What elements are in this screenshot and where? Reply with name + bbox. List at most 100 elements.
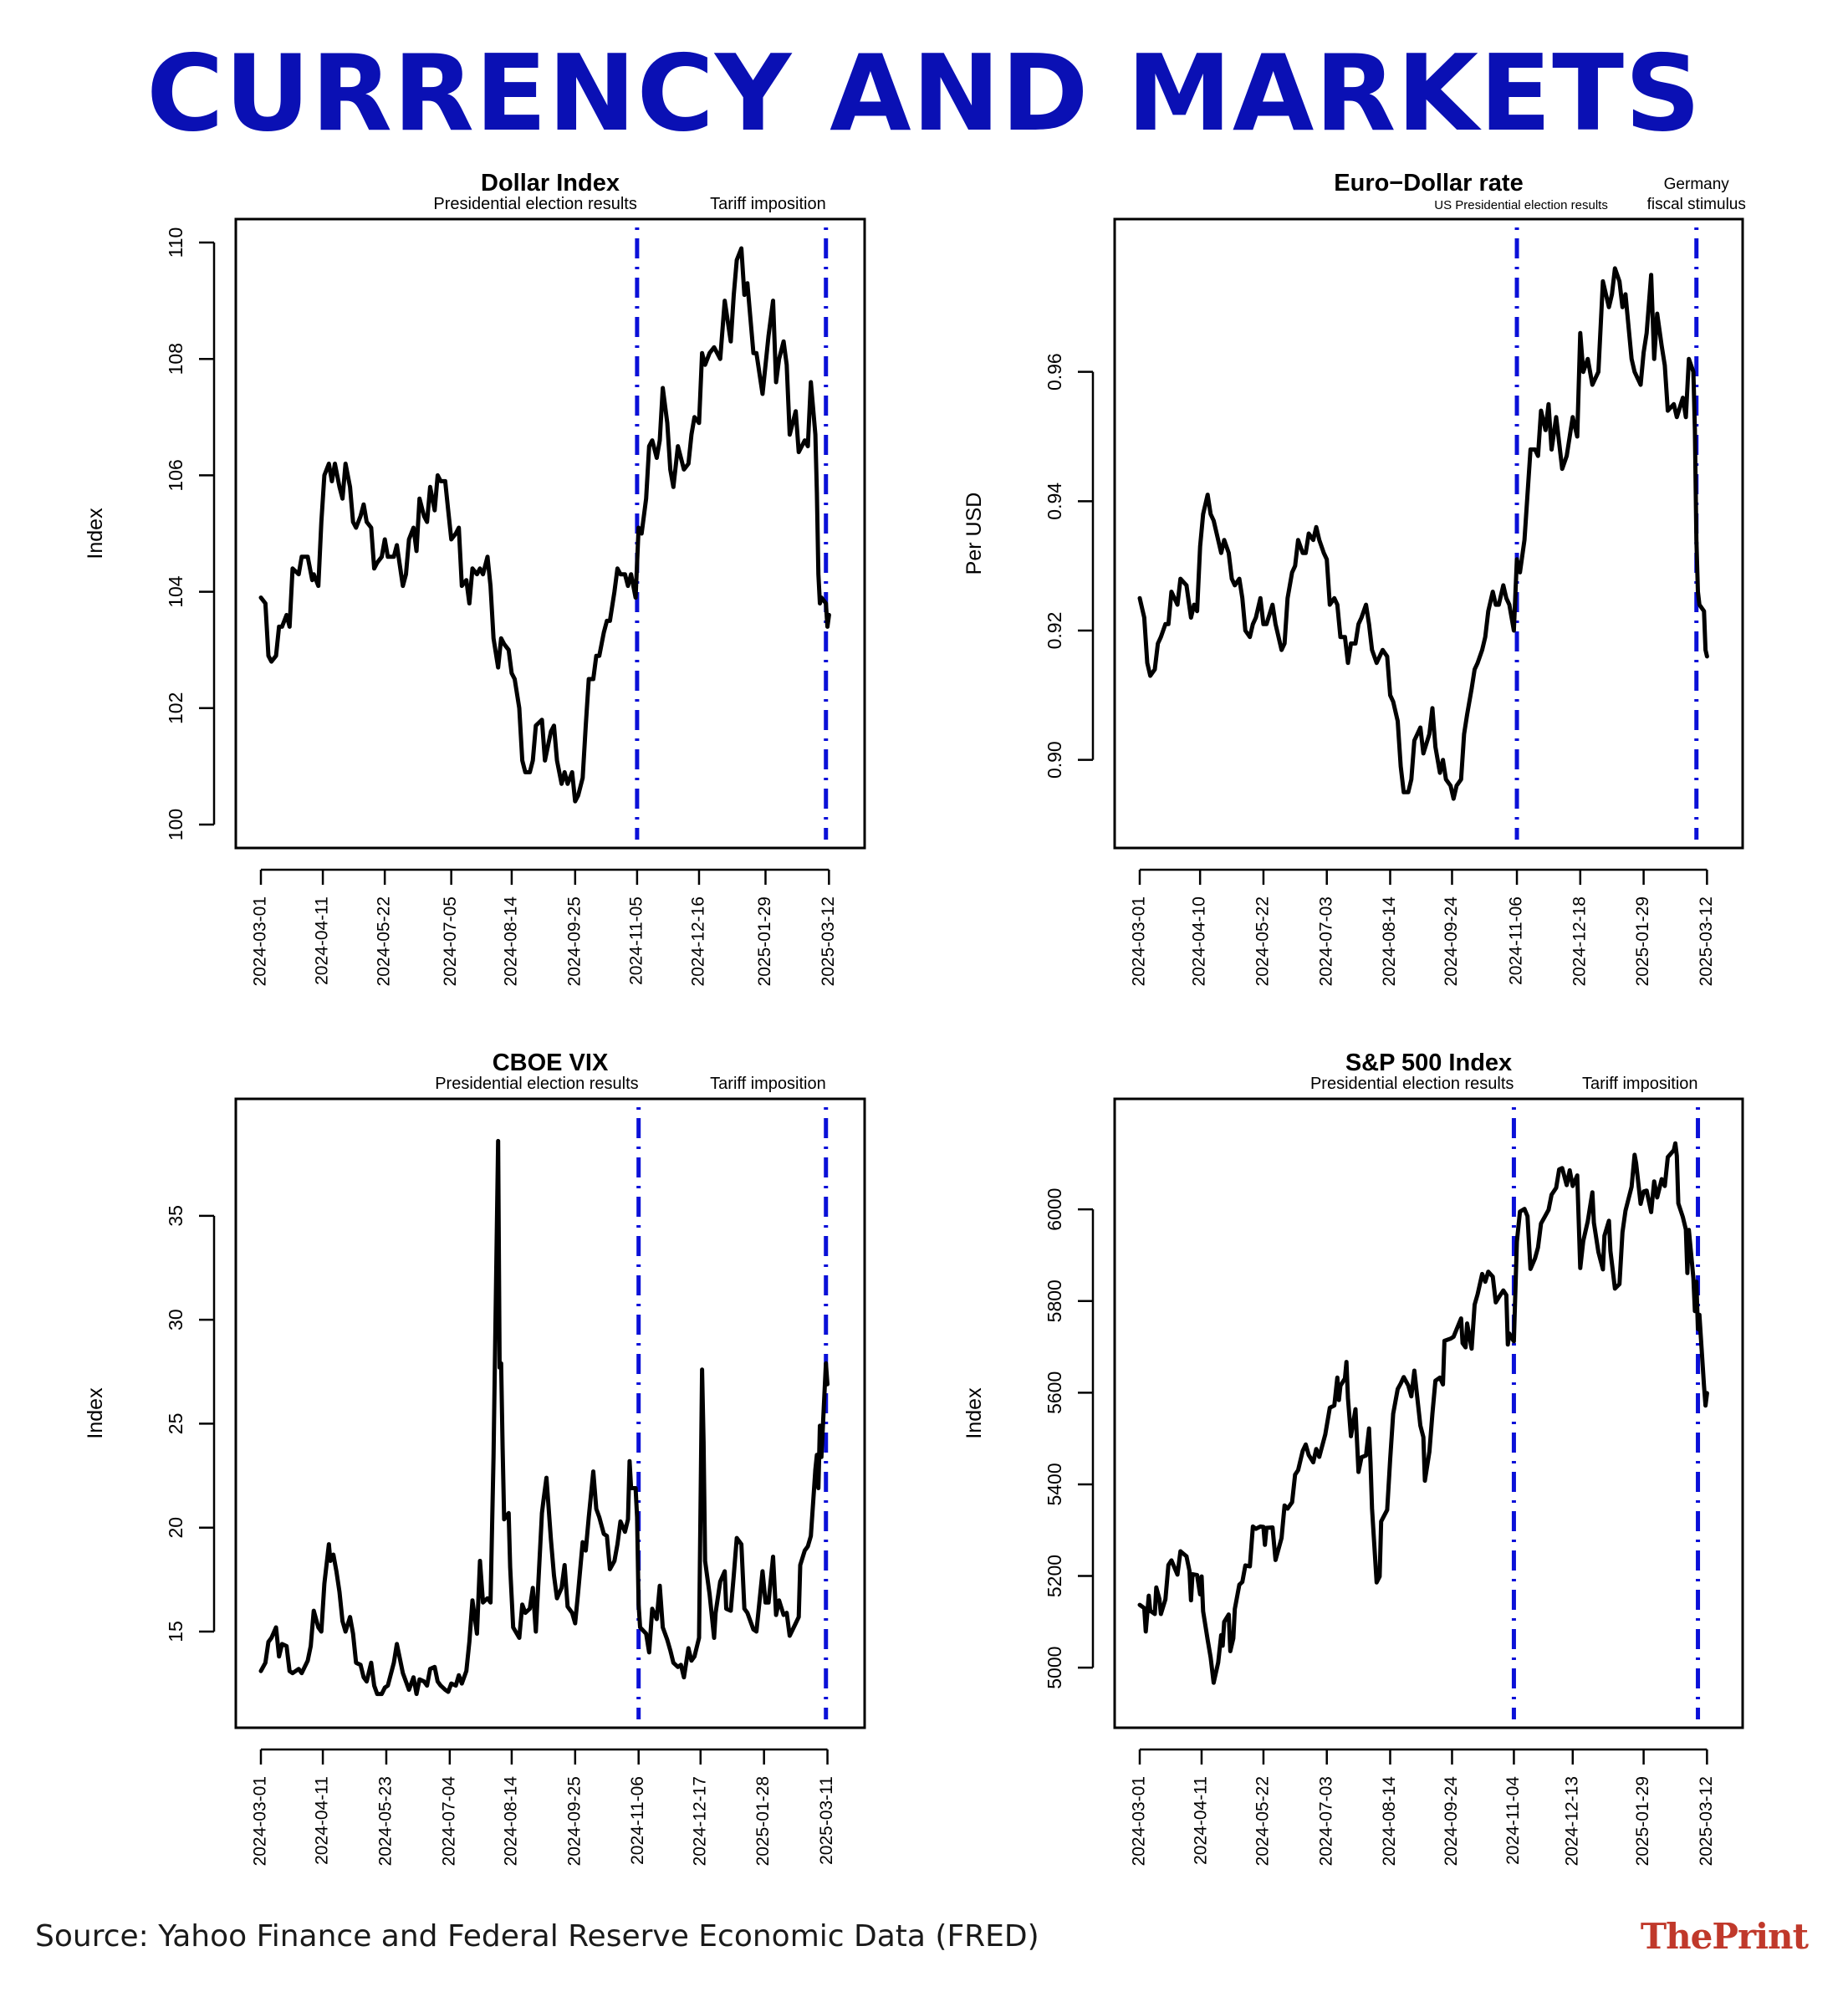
data-point [594, 653, 599, 658]
data-point [1613, 1286, 1617, 1291]
data-point [739, 246, 743, 251]
data-point [818, 601, 822, 605]
data-point [1533, 447, 1537, 452]
data-point [751, 1627, 756, 1632]
data-point [305, 554, 310, 559]
data-point [562, 770, 567, 774]
data-point [1645, 1188, 1649, 1193]
data-point [1325, 557, 1329, 562]
data-point [586, 677, 591, 682]
data-point [655, 456, 659, 460]
data-point [523, 770, 528, 774]
data-point [369, 1661, 374, 1665]
data-point [485, 1596, 490, 1601]
data-point [1673, 1142, 1677, 1146]
data-point [608, 619, 612, 623]
data-point [1522, 538, 1527, 542]
data-point [1184, 1554, 1189, 1559]
data-point [1441, 1382, 1445, 1387]
data-point [1448, 1336, 1452, 1341]
data-point [797, 1615, 801, 1619]
data-point [337, 1590, 342, 1594]
data-point [1216, 538, 1221, 542]
plot-frame [1113, 217, 1744, 850]
data-point [1681, 396, 1685, 400]
y-tick-label: 6000 [1044, 1188, 1065, 1231]
x-tick-label: 2024-04-11 [313, 896, 332, 985]
data-point [742, 1606, 747, 1611]
data-point [707, 351, 712, 355]
data-point [417, 497, 421, 501]
data-point [1205, 493, 1210, 497]
data-point [1285, 596, 1290, 600]
data-point [1263, 1543, 1267, 1547]
data-point [365, 519, 369, 524]
y-tick-label: 110 [165, 227, 186, 258]
data-point [432, 1665, 436, 1669]
data-point [1610, 292, 1614, 297]
data-point [1146, 1593, 1151, 1598]
data-point [1585, 1219, 1590, 1223]
x-tick-label: 2024-12-16 [689, 896, 708, 986]
data-point [1201, 512, 1205, 516]
event-label: Presidential election results [433, 195, 636, 213]
data-point [401, 1671, 406, 1675]
data-point [552, 1573, 556, 1578]
data-point [803, 438, 807, 442]
data-point [1332, 1403, 1336, 1407]
x-tick-label: 2025-03-12 [819, 896, 838, 986]
data-point [1475, 1292, 1480, 1296]
data-point [1694, 1279, 1698, 1284]
data-point [1293, 564, 1298, 568]
data-point [1197, 1592, 1202, 1596]
data-point [499, 1361, 503, 1366]
data-point [1412, 1368, 1417, 1373]
data-point [1469, 687, 1474, 691]
data-point [277, 625, 281, 629]
panel-cboe-vix: CBOE VIX Index 15 20 25 30 35 2024-03-01 2024-04… [84, 1050, 866, 1866]
data-point [629, 572, 633, 576]
data-point [1692, 1309, 1697, 1313]
data-point [689, 432, 694, 437]
data-point [1349, 1434, 1353, 1438]
data-point [369, 525, 374, 530]
data-point [1596, 370, 1600, 374]
data-point [470, 566, 475, 570]
data-point [1190, 1572, 1195, 1576]
source-note: Source: Yahoo Finance and Federal Reserv… [35, 1919, 1039, 1954]
data-point [798, 1563, 803, 1567]
data-point [1335, 1376, 1340, 1380]
data-point [661, 386, 665, 391]
data-point [1227, 1612, 1231, 1617]
data-point [453, 531, 458, 536]
data-point [1148, 673, 1152, 678]
data-point [266, 653, 271, 658]
data-point [1525, 1214, 1529, 1218]
data-point [1375, 661, 1379, 665]
data-point [1367, 1426, 1371, 1431]
data-point [1591, 1220, 1596, 1225]
data-point [671, 1661, 676, 1665]
data-point [1638, 1202, 1643, 1206]
data-point [573, 1621, 578, 1626]
data-point [401, 584, 406, 588]
data-point [1314, 1447, 1319, 1451]
data-point [591, 677, 595, 682]
data-point [1375, 1581, 1379, 1585]
data-point [1290, 570, 1294, 575]
data-point [395, 1642, 399, 1647]
data-point [576, 794, 580, 798]
data-point [1137, 1602, 1142, 1607]
data-point [382, 1685, 387, 1690]
data-point [391, 1661, 396, 1665]
data-point [1306, 1453, 1311, 1458]
data-point [1187, 1569, 1192, 1573]
data-point [549, 729, 554, 733]
data-point [1251, 622, 1255, 626]
data-point [1606, 305, 1611, 309]
data-point [1296, 1468, 1300, 1473]
data-point [1462, 732, 1467, 736]
data-point [1264, 622, 1269, 626]
data-point [700, 351, 704, 355]
data-point [633, 595, 638, 600]
